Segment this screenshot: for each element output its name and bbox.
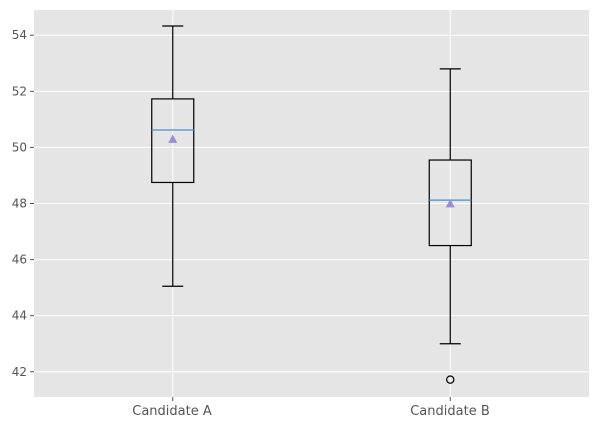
x-tick-label-candidate-a: Candidate A	[132, 404, 212, 419]
y-tick-label-44: 44	[12, 309, 27, 323]
x-axis-labels: Candidate A Candidate B	[132, 404, 490, 419]
y-tick-label-50: 50	[12, 140, 27, 154]
y-tick-label-46: 46	[12, 253, 27, 267]
y-axis-ticks: 42 44 46 48 50 52 54	[12, 28, 34, 379]
box-candidate-a	[151, 25, 195, 287]
boxes-layer	[151, 25, 472, 384]
x-tick-label-candidate-b: Candidate B	[410, 404, 490, 419]
box-candidate-b	[428, 68, 472, 384]
y-tick-label-48: 48	[12, 197, 27, 211]
y-tick-label-52: 52	[12, 84, 27, 98]
mean-marker	[445, 199, 455, 208]
outlier-point-0	[446, 375, 455, 384]
iqr-box	[428, 159, 472, 247]
iqr-box	[151, 98, 195, 184]
mean-marker	[168, 134, 178, 143]
y-tick-label-42: 42	[12, 365, 27, 379]
y-tick-label-54: 54	[12, 28, 27, 42]
